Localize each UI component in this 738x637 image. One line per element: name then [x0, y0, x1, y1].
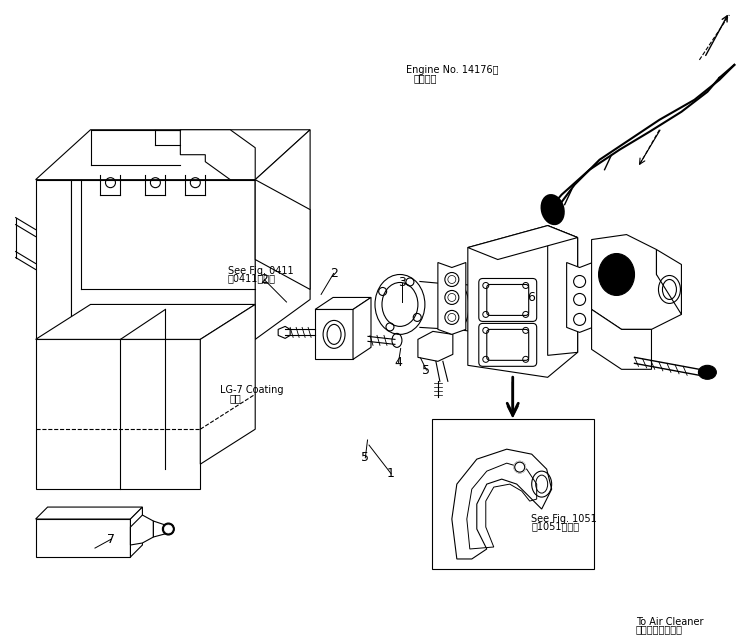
- Ellipse shape: [698, 366, 717, 379]
- Ellipse shape: [599, 254, 635, 296]
- Polygon shape: [468, 225, 578, 259]
- Polygon shape: [315, 297, 371, 310]
- Polygon shape: [35, 180, 71, 340]
- Text: See Fig. 0411: See Fig. 0411: [227, 266, 293, 276]
- Polygon shape: [35, 130, 310, 180]
- Polygon shape: [278, 326, 290, 338]
- Text: LG-7 Coating: LG-7 Coating: [220, 385, 283, 396]
- Polygon shape: [71, 180, 255, 340]
- FancyBboxPatch shape: [479, 278, 537, 322]
- Polygon shape: [35, 519, 131, 557]
- Circle shape: [514, 461, 525, 473]
- Polygon shape: [131, 507, 142, 557]
- Polygon shape: [418, 331, 453, 361]
- Polygon shape: [255, 130, 310, 340]
- Polygon shape: [35, 507, 142, 519]
- Text: 第1051図参照: 第1051図参照: [531, 521, 579, 531]
- Polygon shape: [131, 515, 154, 545]
- Polygon shape: [180, 130, 255, 180]
- Text: 7: 7: [107, 533, 115, 546]
- Polygon shape: [477, 287, 490, 333]
- FancyBboxPatch shape: [479, 324, 537, 366]
- Ellipse shape: [542, 195, 564, 224]
- Text: 5: 5: [362, 451, 369, 464]
- Circle shape: [162, 523, 174, 535]
- Polygon shape: [200, 304, 255, 464]
- Polygon shape: [35, 304, 255, 340]
- Polygon shape: [592, 234, 681, 329]
- Polygon shape: [468, 225, 578, 377]
- Polygon shape: [255, 180, 310, 289]
- Text: To Air Cleaner: To Air Cleaner: [635, 617, 703, 627]
- Polygon shape: [154, 521, 168, 537]
- Text: 6: 6: [527, 291, 535, 304]
- Bar: [432, 419, 593, 569]
- Text: 5: 5: [422, 364, 430, 376]
- Text: 適用号等: 適用号等: [413, 73, 437, 83]
- Polygon shape: [438, 262, 466, 334]
- Text: See Fig. 1051: See Fig. 1051: [531, 514, 597, 524]
- Polygon shape: [548, 225, 578, 355]
- Text: エアークリーナヘ: エアークリーナヘ: [635, 624, 683, 634]
- Text: Engine No. 14176～: Engine No. 14176～: [406, 66, 498, 76]
- Text: 3: 3: [399, 276, 406, 289]
- Polygon shape: [567, 262, 593, 333]
- Text: 1: 1: [387, 467, 395, 480]
- Polygon shape: [592, 310, 652, 369]
- Polygon shape: [315, 310, 353, 359]
- Text: 屰布: 屰布: [229, 393, 241, 403]
- Text: 第0411図参照: 第0411図参照: [227, 273, 275, 283]
- Text: 4: 4: [395, 356, 402, 369]
- Polygon shape: [35, 340, 200, 489]
- Text: 2: 2: [261, 273, 269, 286]
- Polygon shape: [657, 250, 681, 315]
- Circle shape: [165, 525, 173, 533]
- Text: 2: 2: [330, 267, 337, 280]
- Circle shape: [514, 461, 525, 473]
- Polygon shape: [353, 297, 371, 359]
